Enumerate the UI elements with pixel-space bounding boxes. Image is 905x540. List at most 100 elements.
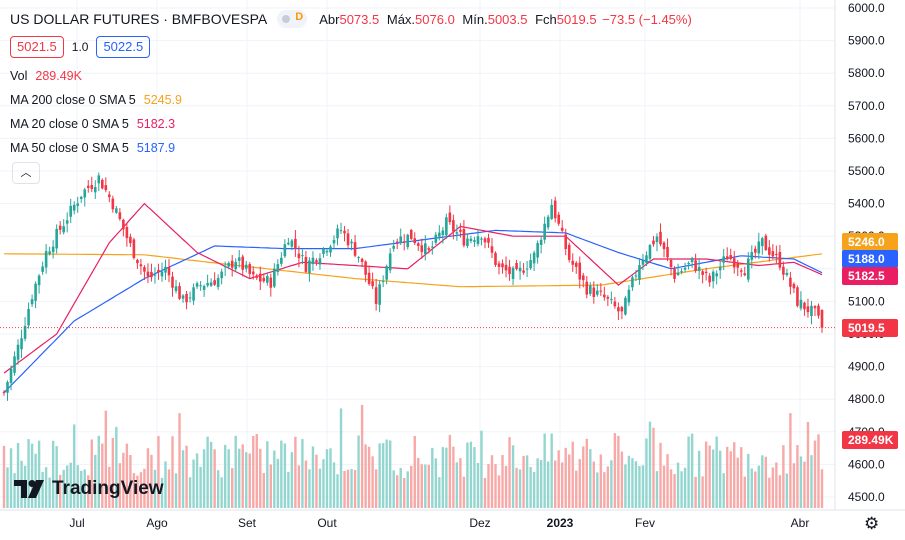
price-tick-label: 5700.0 xyxy=(848,99,885,113)
volume-bar xyxy=(687,436,690,508)
candle-body xyxy=(603,294,606,298)
candle-body xyxy=(202,286,206,290)
candle-body xyxy=(764,235,768,250)
candle-body xyxy=(729,255,733,259)
volume-bar xyxy=(294,436,297,508)
volume-bar xyxy=(518,469,522,508)
volume-bar xyxy=(101,443,104,508)
ma20-legend[interactable]: MA 20 close 0 SMA 5 5182.3 xyxy=(10,117,175,131)
volume-bar xyxy=(6,467,9,508)
data-badge[interactable]: D xyxy=(277,10,308,28)
volume-bar xyxy=(280,440,283,508)
candle-body xyxy=(638,265,641,280)
candle-body xyxy=(385,266,388,280)
candle-body xyxy=(578,262,582,280)
sell-button[interactable]: 5021.5 xyxy=(10,36,64,58)
candle-body xyxy=(487,237,490,243)
volume-bar xyxy=(480,430,483,508)
time-tick-label: Set xyxy=(238,516,257,530)
candle-body xyxy=(244,264,248,269)
gear-icon[interactable]: ⚙ xyxy=(864,514,880,533)
candle-body xyxy=(761,238,764,247)
volume-bar xyxy=(153,469,157,508)
ma200-line xyxy=(4,253,823,288)
volume-bar xyxy=(782,445,785,508)
candle-body xyxy=(304,256,308,272)
volume-bar xyxy=(353,469,357,508)
volume-bar xyxy=(150,454,153,508)
volume-bar xyxy=(164,461,167,508)
candle-body xyxy=(216,278,220,287)
candle-body xyxy=(157,269,160,273)
volume-bar xyxy=(304,460,308,508)
volume-bar xyxy=(157,436,160,508)
candle-body xyxy=(104,185,108,191)
candle-body xyxy=(258,273,262,282)
volume-bar xyxy=(578,459,581,508)
candle-body xyxy=(171,276,174,288)
volume-bar xyxy=(476,463,480,508)
logo-text: TradingView xyxy=(52,478,164,499)
candle-body xyxy=(350,241,353,244)
volume-bar xyxy=(252,435,255,508)
candle-body xyxy=(789,277,792,287)
volume-bar xyxy=(736,457,739,508)
candle-body xyxy=(459,229,462,232)
volume-bar xyxy=(659,442,662,508)
volume-bar xyxy=(248,453,251,508)
candle-body xyxy=(266,276,269,283)
candle-body xyxy=(588,285,592,294)
volume-bar xyxy=(722,473,725,508)
volume-bar xyxy=(417,457,420,508)
volume-bar xyxy=(666,454,669,508)
candle-body xyxy=(673,268,676,279)
volume-bar xyxy=(543,433,546,508)
volume-bar xyxy=(690,433,694,508)
volume-bar xyxy=(399,467,402,508)
volume-bar xyxy=(757,465,761,508)
volume-bar xyxy=(813,440,817,508)
volume-bar xyxy=(606,466,610,508)
volume-bar xyxy=(266,441,269,508)
candle-body xyxy=(399,236,403,244)
volume-bar xyxy=(568,454,571,508)
candle-body xyxy=(687,263,690,265)
volume-bar xyxy=(360,404,364,508)
volume-bar xyxy=(648,421,652,508)
volume-bar xyxy=(490,455,494,508)
tradingview-logo[interactable]: TradingView xyxy=(14,478,164,500)
candle-body xyxy=(497,263,501,268)
candle-body xyxy=(483,238,487,243)
volume-bar xyxy=(483,477,487,508)
candle-body xyxy=(290,240,294,247)
candle-body xyxy=(237,257,241,261)
volume-bar xyxy=(69,462,72,508)
candle-body xyxy=(539,239,543,245)
candle-body xyxy=(37,275,41,286)
low-value: 5003.5 xyxy=(487,11,528,27)
ma200-legend[interactable]: MA 200 close 0 SMA 5 5245.9 xyxy=(10,93,182,107)
candle-body xyxy=(83,189,87,198)
order-buttons: 5021.5 1.0 5022.5 xyxy=(10,36,151,58)
high-label: Máx. xyxy=(386,11,416,27)
volume-bar xyxy=(729,451,732,508)
candle-body xyxy=(153,274,157,276)
candle-body xyxy=(550,204,553,219)
candle-body xyxy=(585,281,589,295)
candle-body xyxy=(501,263,504,268)
volume-legend[interactable]: Vol 289.49K xyxy=(10,69,82,83)
candle-body xyxy=(553,200,557,219)
volume-bar xyxy=(209,441,213,508)
buy-button[interactable]: 5022.5 xyxy=(96,36,151,58)
candle-body xyxy=(771,251,775,257)
volume-bar xyxy=(789,413,792,508)
volume-bar xyxy=(343,470,346,508)
collapse-legend-button[interactable]: ︿ xyxy=(12,162,40,184)
volume-bar xyxy=(41,471,44,508)
ma50-legend[interactable]: MA 50 close 0 SMA 5 5187.9 xyxy=(10,141,175,155)
volume-bar xyxy=(617,435,620,508)
candle-body xyxy=(669,260,673,268)
symbol-title: US DOLLAR FUTURES · BMFBOVESPA xyxy=(10,11,268,27)
volume-bar xyxy=(575,470,578,508)
